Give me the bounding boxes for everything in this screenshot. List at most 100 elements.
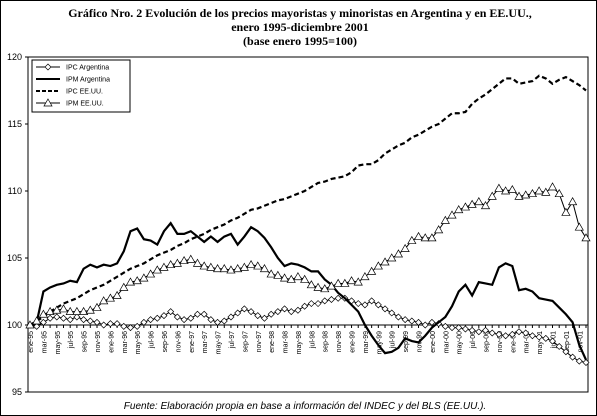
point-marker xyxy=(66,316,74,324)
point-marker xyxy=(294,306,302,314)
point-marker xyxy=(106,320,114,328)
point-marker xyxy=(494,183,504,192)
point-marker xyxy=(507,184,517,194)
point-marker xyxy=(260,314,268,322)
point-marker xyxy=(393,249,404,258)
point-marker xyxy=(147,316,155,324)
point-marker xyxy=(92,302,102,311)
point-marker xyxy=(407,235,417,244)
point-marker xyxy=(374,301,382,309)
point-marker xyxy=(301,302,309,310)
point-marker xyxy=(480,201,491,210)
point-marker xyxy=(495,330,503,338)
point-marker xyxy=(368,297,376,305)
point-marker xyxy=(167,308,175,316)
x-tick-label: sep-98 xyxy=(323,331,330,353)
point-marker xyxy=(528,332,536,340)
point-marker xyxy=(73,313,81,321)
point-marker xyxy=(334,294,342,302)
point-marker xyxy=(361,301,369,309)
point-marker xyxy=(487,191,497,200)
x-tick-label: may-98 xyxy=(296,331,303,354)
point-marker xyxy=(468,326,476,334)
footnote: Fuente: Elaboración propia en base a inf… xyxy=(124,401,486,412)
x-tick-label: mar-96 xyxy=(122,331,129,353)
point-marker xyxy=(125,277,136,286)
point-marker xyxy=(547,182,558,191)
y-tick-label: 120 xyxy=(7,52,22,62)
point-marker xyxy=(43,98,53,107)
x-tick-label: ene-98 xyxy=(269,331,276,353)
legend-label: IPM Argentina xyxy=(66,77,110,84)
point-marker xyxy=(535,333,543,341)
x-tick-label: mar-00 xyxy=(443,331,450,353)
point-marker xyxy=(132,276,142,285)
x-tick-label: mar-99 xyxy=(363,331,370,353)
point-marker xyxy=(281,305,289,313)
x-tick-label: mar-95 xyxy=(41,331,48,353)
point-marker xyxy=(502,332,510,340)
x-tick-label: jul-97 xyxy=(229,331,236,349)
point-marker xyxy=(408,317,416,325)
point-marker xyxy=(192,258,203,267)
x-tick-label: may-99 xyxy=(376,331,383,354)
chart-title: enero 1995-diciembre 2001 xyxy=(231,20,369,34)
point-marker xyxy=(367,266,377,275)
x-tick-label: nov-00 xyxy=(497,331,504,353)
legend-label: IPM EE.UU. xyxy=(66,101,104,108)
point-marker xyxy=(199,261,209,270)
point-marker xyxy=(38,309,49,318)
point-marker xyxy=(380,257,390,266)
point-marker xyxy=(206,262,216,271)
point-marker xyxy=(482,326,490,334)
x-tick-label: jul-00 xyxy=(470,331,477,349)
point-marker xyxy=(33,322,41,330)
point-marker xyxy=(454,205,464,214)
point-marker xyxy=(65,306,75,315)
point-marker xyxy=(274,308,282,316)
point-marker xyxy=(152,265,162,274)
x-tick-label: sep-96 xyxy=(162,331,169,353)
point-marker xyxy=(267,310,275,318)
point-marker xyxy=(85,305,95,314)
x-tick-label: may-00 xyxy=(457,331,464,354)
point-marker xyxy=(575,357,583,365)
point-marker xyxy=(381,305,389,313)
point-marker xyxy=(86,317,94,325)
x-tick-label: may-97 xyxy=(216,331,223,354)
point-marker xyxy=(145,269,156,278)
point-marker xyxy=(354,300,362,308)
point-marker xyxy=(574,222,584,231)
point-marker xyxy=(227,313,235,321)
point-marker xyxy=(488,329,496,337)
legend: IPC Argentina IPM Argentina IPC EE.UU. IPM … xyxy=(31,59,131,113)
x-tick-label: nov-98 xyxy=(336,331,343,353)
point-marker xyxy=(401,316,409,324)
point-marker xyxy=(160,312,168,320)
point-marker xyxy=(120,322,128,330)
point-marker xyxy=(239,262,249,271)
point-marker xyxy=(159,262,169,271)
point-marker xyxy=(475,328,483,336)
x-tick-label: jul-95 xyxy=(68,331,75,349)
x-tick-label: jul-99 xyxy=(390,331,397,349)
point-marker xyxy=(427,233,437,242)
x-tick-label: may-96 xyxy=(135,331,142,354)
point-marker xyxy=(474,197,484,206)
x-tick-label: may-01 xyxy=(537,331,544,354)
point-marker xyxy=(140,318,148,326)
point-marker xyxy=(233,264,243,273)
point-marker xyxy=(80,316,88,324)
point-marker xyxy=(321,297,329,305)
point-marker xyxy=(25,320,35,329)
point-marker xyxy=(173,313,181,321)
x-tick-label: ene-99 xyxy=(350,331,357,353)
point-marker xyxy=(253,261,263,270)
point-marker xyxy=(434,225,444,234)
point-marker xyxy=(508,330,516,338)
point-marker xyxy=(501,186,511,195)
point-marker xyxy=(39,318,47,326)
y-tick-label: 95 xyxy=(12,387,22,397)
point-marker xyxy=(72,306,82,315)
